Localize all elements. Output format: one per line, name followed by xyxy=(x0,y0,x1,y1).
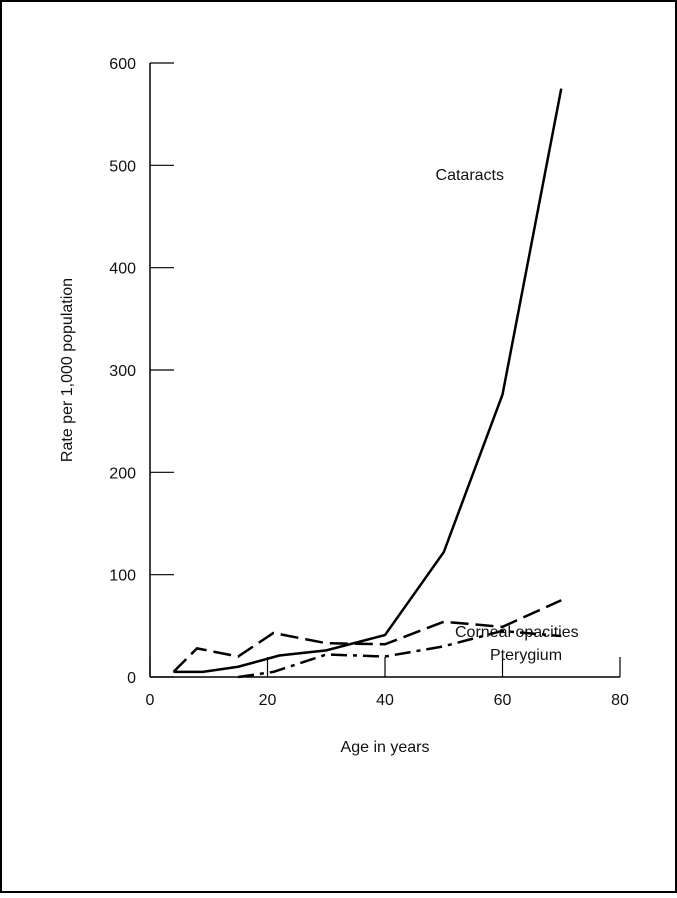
y-tick-label: 500 xyxy=(109,158,136,175)
y-tick-label: 200 xyxy=(109,465,136,482)
series-label: Corneal opacities xyxy=(455,624,579,641)
x-tick-label: 80 xyxy=(611,692,629,709)
series-label: Cataracts xyxy=(436,167,504,184)
y-tick-label: 400 xyxy=(109,261,136,278)
series-line xyxy=(172,599,562,673)
x-tick-label: 20 xyxy=(259,692,277,709)
y-tick-label: 100 xyxy=(109,568,136,585)
x-tick-label: 60 xyxy=(494,692,512,709)
y-axis-label: Rate per 1,000 population xyxy=(59,278,76,462)
x-tick-label: 0 xyxy=(146,692,155,709)
y-tick-label: 0 xyxy=(127,670,136,687)
x-tick-label: 40 xyxy=(376,692,394,709)
series-label: Pterygium xyxy=(490,647,562,664)
y-tick-label: 600 xyxy=(109,56,136,73)
y-tick-label: 300 xyxy=(109,363,136,380)
series-line xyxy=(173,88,563,674)
series-line xyxy=(237,629,562,679)
x-axis-label: Age in years xyxy=(341,739,430,756)
